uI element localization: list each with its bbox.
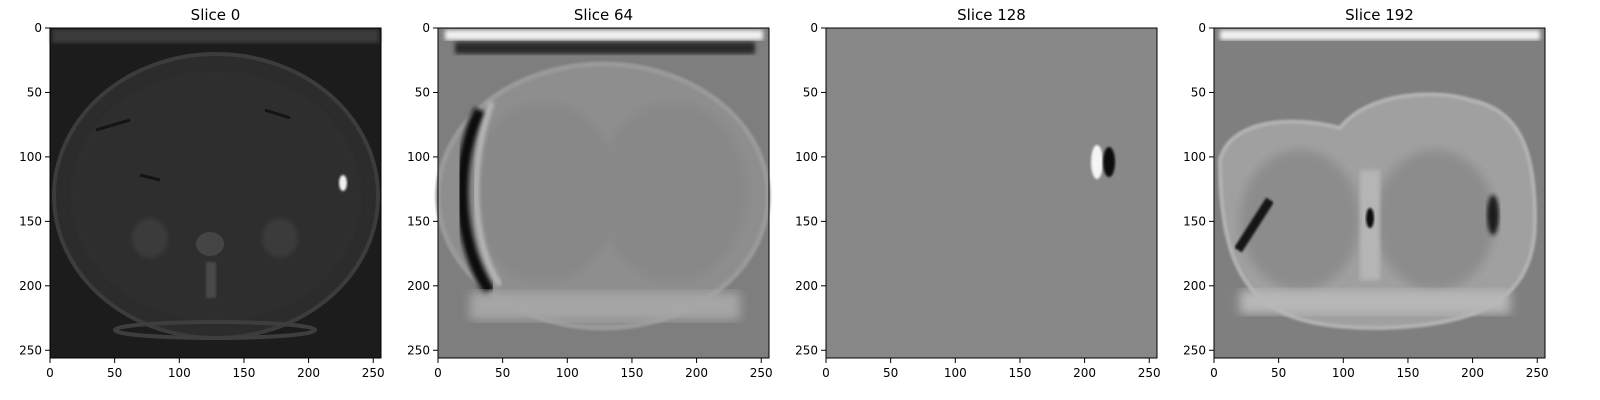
x-tick-label: 200 bbox=[297, 366, 320, 380]
axis-ticks: 0 50 100 150 200 250 0 50 100 150 200 250 bbox=[1183, 21, 1549, 380]
x-tick-label: 0 bbox=[822, 366, 830, 380]
y-tick-label: 100 bbox=[795, 150, 818, 164]
image-slice-192 bbox=[1214, 28, 1545, 358]
y-tick-label: 50 bbox=[27, 85, 42, 99]
panel-slice-128: Slice 128 0 50 100 150 200 250 0 50 100 150 200 250 bbox=[795, 6, 1161, 380]
panel-slice-64: Slice 64 0 50 100 150 200 250 0 50 100 150 200 250 bbox=[407, 6, 773, 380]
x-tick-label: 150 bbox=[1396, 366, 1419, 380]
y-tick-label: 250 bbox=[19, 343, 42, 357]
x-tick-label: 250 bbox=[1526, 366, 1549, 380]
x-tick-label: 0 bbox=[46, 366, 54, 380]
x-tick-label: 0 bbox=[434, 366, 442, 380]
panel-slice-0: Slice 0 0 50 100 150 200 250 0 50 100 150 200 250 bbox=[19, 6, 385, 380]
y-tick-label: 100 bbox=[407, 150, 430, 164]
y-tick-label: 150 bbox=[1183, 214, 1206, 228]
x-tick-label: 50 bbox=[107, 366, 122, 380]
x-tick-label: 100 bbox=[944, 366, 967, 380]
x-tick-label: 100 bbox=[1332, 366, 1355, 380]
x-tick-label: 250 bbox=[1138, 366, 1161, 380]
y-tick-label: 0 bbox=[810, 21, 818, 35]
y-tick-label: 0 bbox=[34, 21, 42, 35]
y-tick-label: 200 bbox=[19, 279, 42, 293]
x-tick-label: 200 bbox=[1073, 366, 1096, 380]
panel-title: Slice 64 bbox=[574, 6, 633, 24]
x-tick-label: 200 bbox=[685, 366, 708, 380]
x-tick-label: 0 bbox=[1210, 366, 1218, 380]
image-slice-64 bbox=[435, 28, 771, 358]
panel-title: Slice 0 bbox=[191, 6, 241, 24]
axis-ticks: 0 50 100 150 200 250 0 50 100 150 200 250 bbox=[795, 21, 1161, 380]
y-tick-label: 200 bbox=[1183, 279, 1206, 293]
panel-slice-192: Slice 192 0 50 100 150 200 250 0 50 100 150 200 250 bbox=[1183, 6, 1549, 380]
x-tick-label: 100 bbox=[556, 366, 579, 380]
x-tick-label: 250 bbox=[750, 366, 773, 380]
y-tick-label: 250 bbox=[795, 343, 818, 357]
x-tick-label: 150 bbox=[1008, 366, 1031, 380]
y-tick-label: 200 bbox=[407, 279, 430, 293]
y-tick-label: 250 bbox=[407, 343, 430, 357]
y-tick-label: 0 bbox=[422, 21, 430, 35]
panel-title: Slice 128 bbox=[957, 6, 1026, 24]
axis-ticks: 0 50 100 150 200 250 0 50 100 150 200 250 bbox=[407, 21, 773, 380]
y-tick-label: 200 bbox=[795, 279, 818, 293]
x-tick-label: 250 bbox=[362, 366, 385, 380]
x-tick-label: 50 bbox=[1271, 366, 1286, 380]
y-tick-label: 50 bbox=[1191, 85, 1206, 99]
y-tick-label: 100 bbox=[19, 150, 42, 164]
y-tick-label: 150 bbox=[795, 214, 818, 228]
y-tick-label: 50 bbox=[803, 85, 818, 99]
axes-frame bbox=[825, 27, 1158, 359]
x-tick-label: 150 bbox=[620, 366, 643, 380]
axes-frame bbox=[437, 27, 770, 359]
x-tick-label: 200 bbox=[1461, 366, 1484, 380]
y-tick-label: 100 bbox=[1183, 150, 1206, 164]
axes-frame bbox=[49, 27, 382, 359]
y-tick-label: 250 bbox=[1183, 343, 1206, 357]
y-tick-label: 150 bbox=[19, 214, 42, 228]
axes-frame bbox=[1213, 27, 1546, 359]
axis-ticks: 0 50 100 150 200 250 0 50 100 150 200 250 bbox=[19, 21, 385, 380]
y-tick-label: 50 bbox=[415, 85, 430, 99]
x-tick-label: 50 bbox=[495, 366, 510, 380]
image-slice-0 bbox=[50, 28, 381, 358]
x-tick-label: 50 bbox=[883, 366, 898, 380]
x-tick-label: 100 bbox=[168, 366, 191, 380]
x-tick-label: 150 bbox=[232, 366, 255, 380]
y-tick-label: 0 bbox=[1198, 21, 1206, 35]
y-tick-label: 150 bbox=[407, 214, 430, 228]
panel-title: Slice 192 bbox=[1345, 6, 1414, 24]
image-slice-128 bbox=[826, 28, 1157, 358]
